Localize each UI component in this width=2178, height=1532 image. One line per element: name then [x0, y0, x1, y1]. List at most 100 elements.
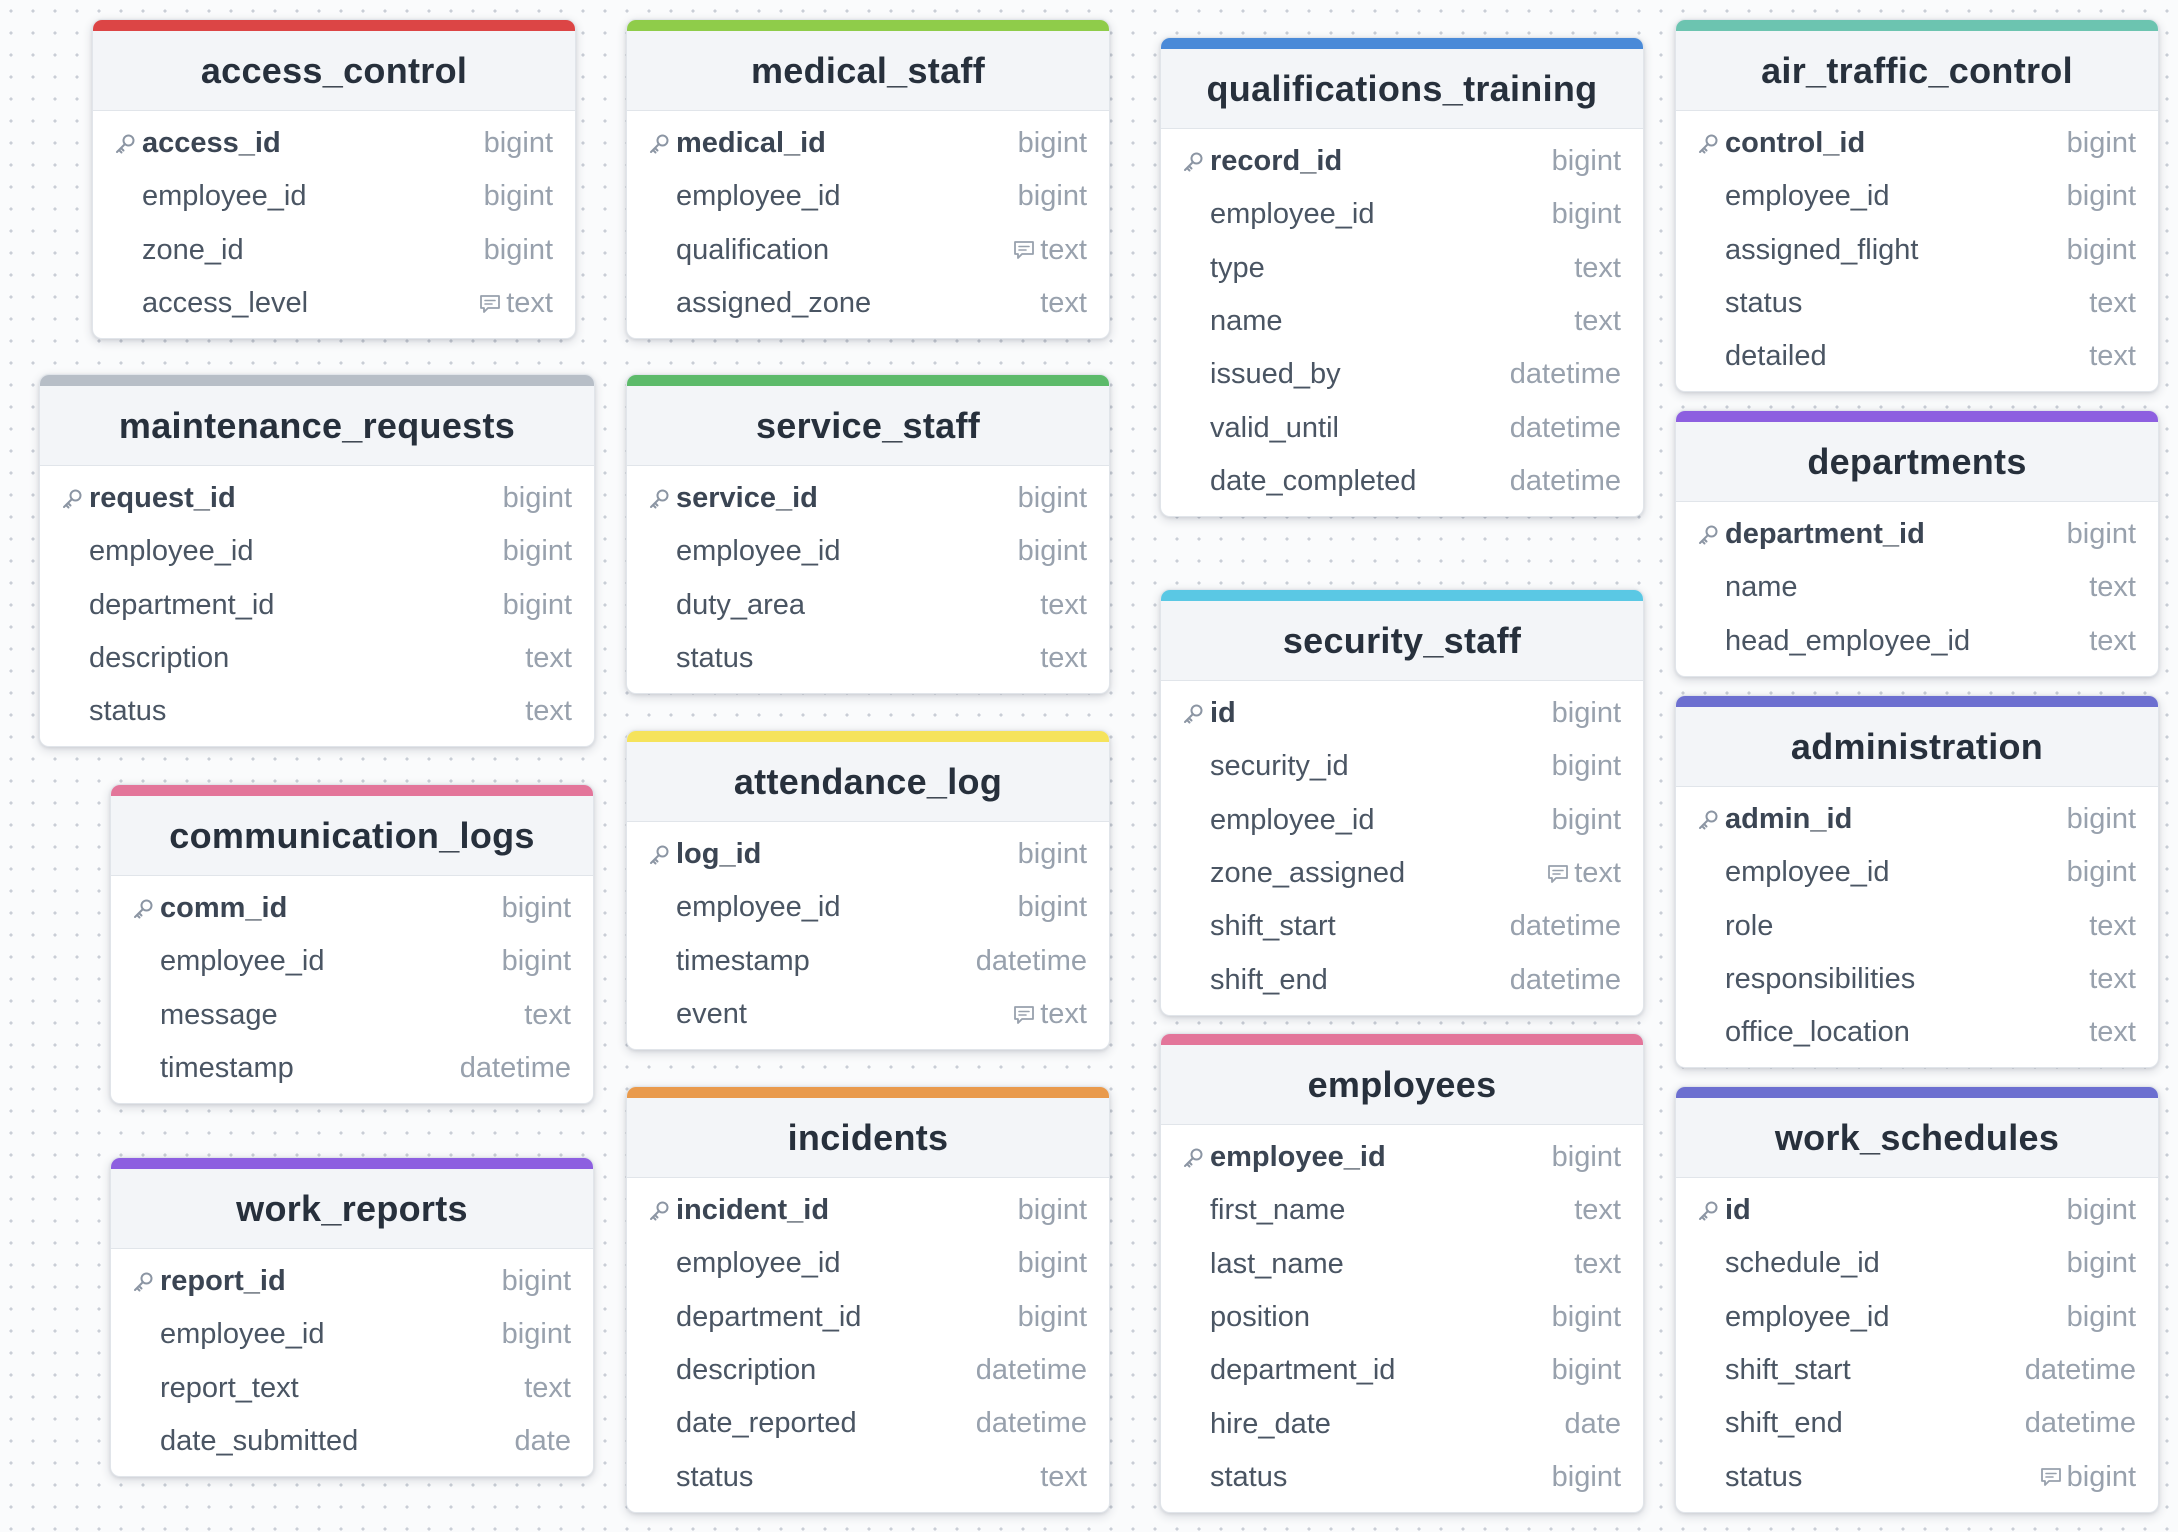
primary-key-row[interactable]: id bigint — [1676, 1184, 2158, 1237]
column-row[interactable]: employee_id bigint — [1676, 846, 2158, 899]
column-row[interactable]: timestamp datetime — [627, 935, 1109, 988]
column-row[interactable]: shift_end datetime — [1676, 1397, 2158, 1450]
column-row[interactable]: employee_id bigint — [627, 170, 1109, 223]
table-title[interactable]: security_staff — [1161, 601, 1643, 681]
note-icon[interactable] — [1012, 1003, 1036, 1027]
column-row[interactable]: employee_id bigint — [1161, 794, 1643, 847]
note-icon[interactable] — [478, 292, 502, 316]
column-row[interactable]: duty_area text — [627, 579, 1109, 632]
table-air_traffic_control[interactable]: air_traffic_control control_id bigint emplo… — [1675, 19, 2159, 393]
column-row[interactable]: timestamp datetime — [111, 1042, 593, 1095]
column-row[interactable]: department_id bigint — [1161, 1344, 1643, 1397]
column-row[interactable]: zone_id bigint — [93, 224, 575, 277]
primary-key-row[interactable]: id bigint — [1161, 687, 1643, 740]
primary-key-row[interactable]: service_id bigint — [627, 472, 1109, 525]
table-title[interactable]: attendance_log — [627, 742, 1109, 822]
column-row[interactable]: description datetime — [627, 1344, 1109, 1397]
column-row[interactable]: message text — [111, 989, 593, 1042]
table-title[interactable]: service_staff — [627, 386, 1109, 466]
table-title[interactable]: communication_logs — [111, 796, 593, 876]
column-row[interactable]: type text — [1161, 242, 1643, 295]
column-row[interactable]: qualification text — [627, 224, 1109, 277]
column-row[interactable]: employee_id bigint — [1161, 188, 1643, 241]
table-title[interactable]: work_schedules — [1676, 1098, 2158, 1178]
table-title[interactable]: work_reports — [111, 1169, 593, 1249]
note-icon[interactable] — [1012, 238, 1036, 262]
column-row[interactable]: responsibilities text — [1676, 953, 2158, 1006]
column-row[interactable]: name text — [1161, 295, 1643, 348]
column-row[interactable]: status text — [40, 685, 594, 738]
column-row[interactable]: issued_by datetime — [1161, 348, 1643, 401]
column-row[interactable]: employee_id bigint — [627, 525, 1109, 578]
column-row[interactable]: shift_start datetime — [1676, 1344, 2158, 1397]
note-icon[interactable] — [1546, 862, 1570, 886]
primary-key-row[interactable]: record_id bigint — [1161, 135, 1643, 188]
primary-key-row[interactable]: incident_id bigint — [627, 1184, 1109, 1237]
column-row[interactable]: schedule_id bigint — [1676, 1237, 2158, 1290]
column-row[interactable]: employee_id bigint — [40, 525, 594, 578]
column-row[interactable]: assigned_flight bigint — [1676, 224, 2158, 277]
column-row[interactable]: status bigint — [1161, 1451, 1643, 1504]
column-row[interactable]: employee_id bigint — [1676, 170, 2158, 223]
table-title[interactable]: maintenance_requests — [40, 386, 594, 466]
primary-key-row[interactable]: admin_id bigint — [1676, 793, 2158, 846]
column-row[interactable]: last_name text — [1161, 1238, 1643, 1291]
column-row[interactable]: status text — [1676, 277, 2158, 330]
column-row[interactable]: head_employee_id text — [1676, 615, 2158, 668]
primary-key-row[interactable]: access_id bigint — [93, 117, 575, 170]
column-row[interactable]: zone_assigned text — [1161, 847, 1643, 900]
column-row[interactable]: position bigint — [1161, 1291, 1643, 1344]
column-row[interactable]: event text — [627, 988, 1109, 1041]
table-title[interactable]: administration — [1676, 707, 2158, 787]
column-row[interactable]: date_submitted date — [111, 1415, 593, 1468]
column-row[interactable]: status bigint — [1676, 1450, 2158, 1503]
column-row[interactable]: employee_id bigint — [93, 170, 575, 223]
primary-key-row[interactable]: department_id bigint — [1676, 508, 2158, 561]
table-title[interactable]: medical_staff — [627, 31, 1109, 111]
table-work_schedules[interactable]: work_schedules id bigint schedule_id bigint e… — [1675, 1086, 2159, 1513]
table-administration[interactable]: administration admin_id bigint employee_id b… — [1675, 695, 2159, 1069]
table-employees[interactable]: employees employee_id bigint first_name text… — [1160, 1033, 1644, 1514]
table-incidents[interactable]: incidents incident_id bigint employee_id big… — [626, 1086, 1110, 1513]
column-row[interactable]: assigned_zone text — [627, 277, 1109, 330]
column-row[interactable]: date_reported datetime — [627, 1397, 1109, 1450]
column-row[interactable]: date_completed datetime — [1161, 455, 1643, 508]
primary-key-row[interactable]: employee_id bigint — [1161, 1131, 1643, 1184]
table-security_staff[interactable]: security_staff id bigint security_id bigint e… — [1160, 589, 1644, 1016]
table-medical_staff[interactable]: medical_staff medical_id bigint employee_id… — [626, 19, 1110, 340]
primary-key-row[interactable]: report_id bigint — [111, 1255, 593, 1308]
table-title[interactable]: incidents — [627, 1098, 1109, 1178]
column-row[interactable]: first_name text — [1161, 1184, 1643, 1237]
column-row[interactable]: hire_date date — [1161, 1397, 1643, 1450]
column-row[interactable]: status text — [627, 632, 1109, 685]
column-row[interactable]: security_id bigint — [1161, 740, 1643, 793]
table-qualifications_training[interactable]: qualifications_training record_id bigint em… — [1160, 37, 1644, 518]
column-row[interactable]: name text — [1676, 561, 2158, 614]
column-row[interactable]: valid_until datetime — [1161, 401, 1643, 454]
column-row[interactable]: description text — [40, 632, 594, 685]
column-row[interactable]: role text — [1676, 900, 2158, 953]
note-icon[interactable] — [2039, 1465, 2063, 1489]
table-title[interactable]: access_control — [93, 31, 575, 111]
column-row[interactable]: status text — [627, 1450, 1109, 1503]
column-row[interactable]: employee_id bigint — [627, 881, 1109, 934]
primary-key-row[interactable]: control_id bigint — [1676, 117, 2158, 170]
table-departments[interactable]: departments department_id bigint name text he… — [1675, 410, 2159, 677]
table-access_control[interactable]: access_control access_id bigint employee_id… — [92, 19, 576, 340]
column-row[interactable]: shift_start datetime — [1161, 900, 1643, 953]
table-title[interactable]: air_traffic_control — [1676, 31, 2158, 111]
primary-key-row[interactable]: comm_id bigint — [111, 882, 593, 935]
table-work_reports[interactable]: work_reports report_id bigint employee_id bi… — [110, 1157, 594, 1478]
table-service_staff[interactable]: service_staff service_id bigint employee_id… — [626, 374, 1110, 695]
column-row[interactable]: employee_id bigint — [627, 1237, 1109, 1290]
table-attendance_log[interactable]: attendance_log log_id bigint employee_id big… — [626, 730, 1110, 1051]
table-maintenance_requests[interactable]: maintenance_requests request_id bigint empl… — [39, 374, 595, 748]
column-row[interactable]: office_location text — [1676, 1006, 2158, 1059]
primary-key-row[interactable]: request_id bigint — [40, 472, 594, 525]
column-row[interactable]: employee_id bigint — [111, 1308, 593, 1361]
column-row[interactable]: report_text text — [111, 1362, 593, 1415]
column-row[interactable]: employee_id bigint — [1676, 1291, 2158, 1344]
column-row[interactable]: employee_id bigint — [111, 935, 593, 988]
column-row[interactable]: department_id bigint — [40, 579, 594, 632]
